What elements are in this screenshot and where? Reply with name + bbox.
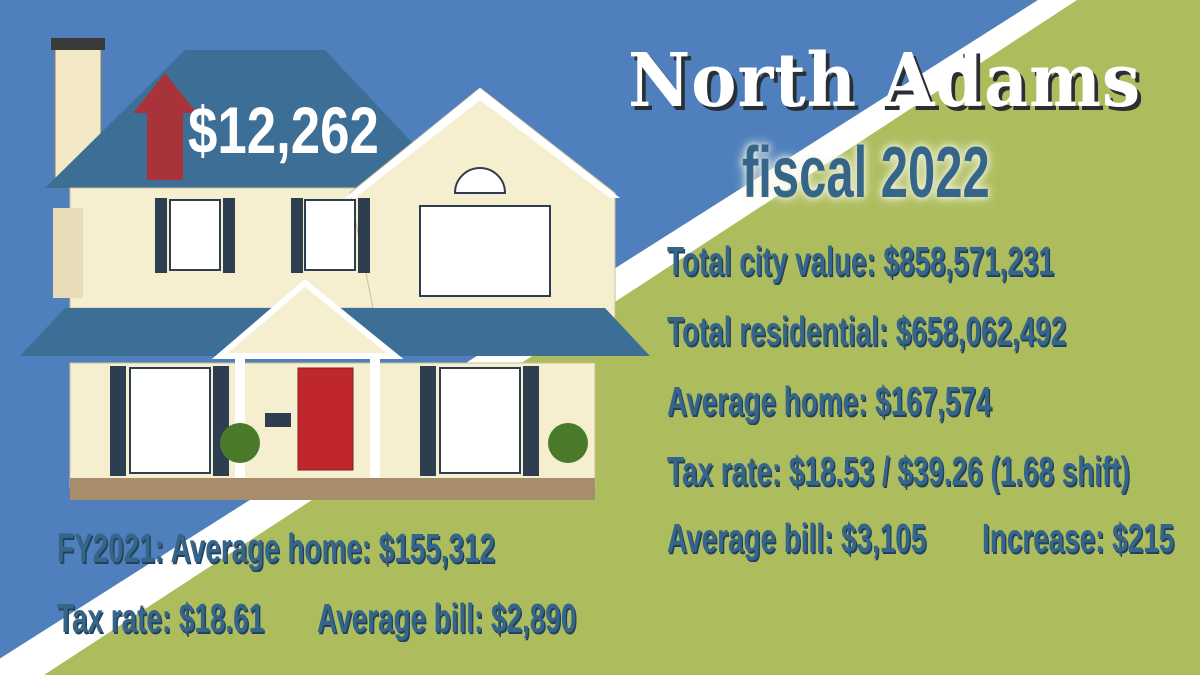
total-residential: Total residential: $658,062,492 xyxy=(667,308,1067,354)
fy2021-tax-rate: Tax rate: $18.61 xyxy=(57,595,265,641)
average-bill: Average bill: $3,105 xyxy=(667,515,927,561)
value-increase: $12,262 xyxy=(188,93,379,167)
fy2021-average-bill: Average bill: $2,890 xyxy=(317,595,577,641)
arrow-up-icon xyxy=(133,73,197,180)
house-illustration xyxy=(20,38,650,500)
tax-rate: Tax rate: $18.53 / $39.26 (1.68 shift) xyxy=(667,448,1130,494)
page-title: North Adams xyxy=(628,38,1142,124)
bill-increase: Increase: $215 xyxy=(982,515,1175,561)
total-city-value: Total city value: $858,571,231 xyxy=(667,238,1054,284)
fy2021-average-home: FY2021: Average home: $155,312 xyxy=(57,525,496,571)
average-home: Average home: $167,574 xyxy=(667,378,992,424)
page-subtitle: fiscal 2022 xyxy=(742,133,990,213)
